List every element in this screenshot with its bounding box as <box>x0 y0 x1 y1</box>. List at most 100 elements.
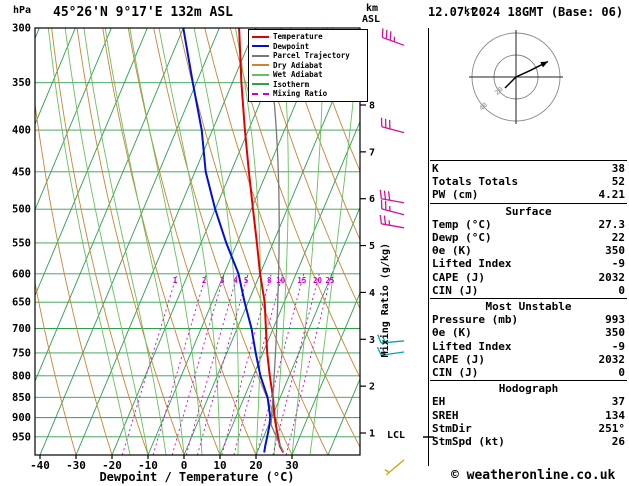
svg-text:0: 0 <box>181 459 188 472</box>
panel-row-value: 350 <box>605 326 625 340</box>
parcel-trajectory-curve <box>265 31 284 453</box>
wet-adiabat <box>104 28 185 455</box>
panel-row-value: 0 <box>618 366 625 380</box>
dewpoint-curve <box>182 28 272 453</box>
panel-row: CIN (J) 0 <box>430 284 627 297</box>
wet-adiabat <box>47 28 131 455</box>
panel-row-label: CAPE (J) <box>432 352 485 366</box>
km-axis-unit-label: km <box>366 3 379 14</box>
panel-row-value: 4.21 <box>598 188 626 202</box>
svg-text:20: 20 <box>493 85 505 97</box>
svg-text:40: 40 <box>478 101 490 113</box>
copyright-text: © weatheronline.co.uk <box>451 468 616 483</box>
svg-text:8: 8 <box>267 276 272 285</box>
panel-row-value: 993 <box>605 313 625 327</box>
panel-separator <box>430 160 627 161</box>
svg-text:550: 550 <box>12 237 31 249</box>
legend-item: Isotherm <box>252 80 364 90</box>
dry-adiabat <box>51 28 149 455</box>
panel-row: θe (K) 350 <box>430 244 627 257</box>
panel-section-header: Most Unstable <box>485 300 572 314</box>
svg-text:5: 5 <box>244 276 249 285</box>
panel-section-header: Hodograph <box>498 382 559 396</box>
svg-text:25: 25 <box>325 276 334 285</box>
panel-row-label: K <box>432 162 439 175</box>
panel-row: StmSpd (kt) 26 <box>430 435 627 448</box>
dry-adiabat <box>255 28 360 310</box>
legend-item: Dry Adiabat <box>252 61 364 71</box>
svg-text:-30: -30 <box>66 459 86 472</box>
legend-label: Temperature <box>273 32 323 42</box>
dry-adiabat <box>76 28 185 455</box>
svg-text:7: 7 <box>369 147 375 158</box>
panel-row-value: 251° <box>598 421 626 435</box>
panel-row-value: 2032 <box>598 352 626 366</box>
legend-item: Wet Adiabat <box>252 70 364 80</box>
plot-background <box>35 28 360 455</box>
svg-text:850: 850 <box>12 392 31 404</box>
dry-adiabat <box>178 28 329 455</box>
panel-row: Temp (°C) 27.3 <box>430 218 627 231</box>
svg-text:2: 2 <box>202 276 207 285</box>
panel-row-label: Totals Totals <box>432 175 519 189</box>
panel-row: Totals Totals 52 <box>430 175 627 188</box>
svg-text:4: 4 <box>369 288 375 299</box>
station-title: 45°26'N 9°17'E 132m ASL <box>53 5 234 20</box>
panel-row: Dewp (°C) 22 <box>430 231 627 244</box>
panel-row-label: Lifted Index <box>432 339 512 353</box>
svg-text:900: 900 <box>12 412 31 424</box>
dry-adiabat <box>204 28 360 449</box>
panel-row-value: 27.3 <box>598 217 626 231</box>
svg-text:400: 400 <box>12 125 31 137</box>
dry-adiabat <box>280 28 360 241</box>
panel-row-value: 134 <box>605 408 625 422</box>
svg-text:3: 3 <box>220 276 225 285</box>
panel-row-value: 52 <box>611 175 625 189</box>
panel-row-label: CIN (J) <box>432 366 479 380</box>
panel-row-value: 38 <box>611 162 625 175</box>
svg-text:-10: -10 <box>138 459 158 472</box>
mixing-ratio-line <box>152 273 207 455</box>
legend-swatch <box>252 83 269 86</box>
wet-adiabat <box>64 28 149 455</box>
panel-row-label: Dewp (°C) <box>432 231 492 245</box>
panel-row-label: EH <box>432 395 446 409</box>
panel-row-label: CIN (J) <box>432 283 479 297</box>
mixing-ratio-line <box>233 273 283 455</box>
temperature-curve <box>238 28 285 453</box>
svg-text:3: 3 <box>369 335 375 346</box>
legend-item: Dewpoint <box>252 42 364 52</box>
panel-row-value: 350 <box>605 244 625 258</box>
svg-text:1: 1 <box>173 276 178 285</box>
svg-text:30: 30 <box>285 459 298 472</box>
panel-separator <box>430 202 627 204</box>
svg-text:350: 350 <box>12 77 31 89</box>
dry-adiabat <box>35 100 113 455</box>
panel-row: EH 37 <box>430 395 627 408</box>
panel-row: PW (cm) 4.21 <box>430 188 627 201</box>
panel-separator <box>430 298 627 300</box>
svg-text:450: 450 <box>12 166 31 178</box>
wind-barbs <box>376 28 405 476</box>
svg-text:2: 2 <box>369 382 375 393</box>
svg-text:20: 20 <box>249 459 262 472</box>
mixing-ratio-line <box>221 273 272 455</box>
legend-label: Dry Adiabat <box>273 60 323 70</box>
panel-row-label: Lifted Index <box>432 257 512 271</box>
legend-swatch <box>252 92 269 95</box>
panel-row-label: PW (cm) <box>432 188 479 202</box>
mixing-ratio-line <box>196 273 249 455</box>
panel-row-label: Temp (°C) <box>432 217 492 231</box>
mixing-ratio-line <box>121 273 178 455</box>
svg-text:500: 500 <box>12 204 31 216</box>
panel-row-value: 37 <box>611 395 625 409</box>
panel-row: SREH 134 <box>430 409 627 422</box>
mixing-ratio-line <box>272 273 320 455</box>
svg-text:750: 750 <box>12 347 31 359</box>
panel-row-label: StmSpd (kt) <box>432 435 505 449</box>
pressure-unit-label: hPa <box>13 5 32 16</box>
legend-label: Parcel Trajectory <box>273 51 350 61</box>
